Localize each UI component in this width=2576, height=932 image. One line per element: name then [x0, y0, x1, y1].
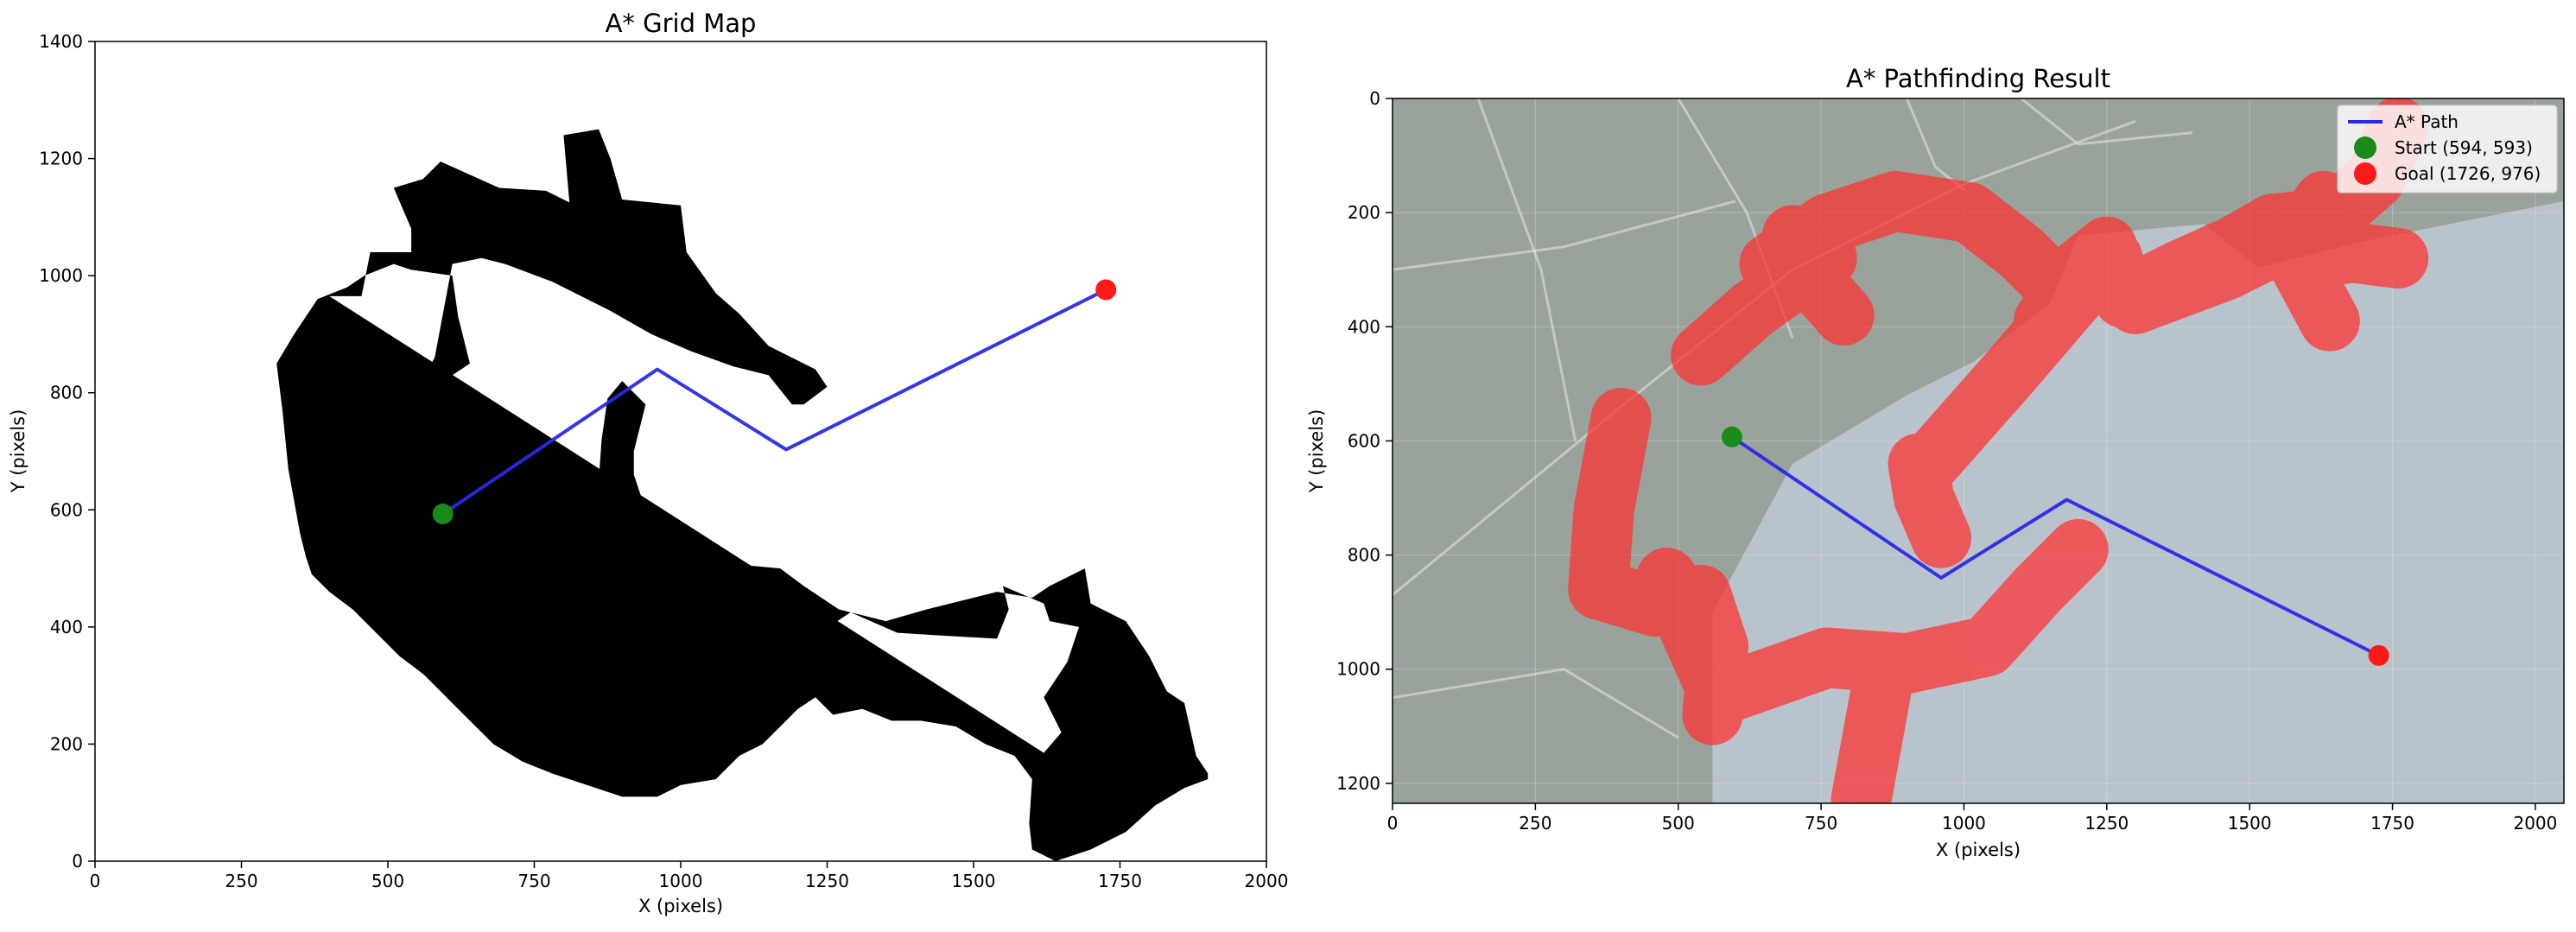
legend-start-swatch [2354, 136, 2376, 159]
grid-map-x-tick-label: 2000 [1245, 871, 1289, 891]
pathfinding-start-marker [1721, 426, 1742, 447]
pathfinding-y-tick-label: 400 [1348, 316, 1380, 337]
pathfinding-astar-path-line [1730, 435, 2380, 657]
obstacle-region [276, 129, 1209, 861]
grid-map-x-axis-label: X (pixels) [638, 896, 723, 916]
pathfinding-x-axis-label: X (pixels) [1936, 840, 2021, 860]
grid-map-y-axis-label: Y (pixels) [8, 409, 29, 494]
grid-map-y-tick-label: 400 [50, 617, 83, 637]
grid-map-goal-marker [1095, 279, 1117, 301]
legend: A* Path Start (594, 593) Goal (1726, 976… [2337, 105, 2558, 193]
obstacle-highlight-stroke [1636, 548, 1743, 711]
pathfinding-y-tick-label: 200 [1348, 202, 1380, 223]
obstacle-highlight-stroke [1762, 205, 1875, 346]
map-road [1476, 98, 1577, 441]
grid-map-x-tick-label: 250 [225, 871, 257, 891]
grid-map-x-tick-label: 1000 [659, 871, 703, 891]
pathfinding-y-tick-label: 1000 [1336, 659, 1380, 680]
legend-goal-label: Goal (1726, 976) [2395, 163, 2541, 184]
grid-map-y-tick-label: 1000 [39, 265, 83, 286]
grid-map-chart: 0 250 500 750 1000 1250 1500 1750 2000 0 200 400 60… [8, 9, 1288, 916]
grid-map-y-tick-label: 600 [50, 499, 83, 520]
grid-map-x-tick-label: 1750 [1098, 871, 1142, 891]
obstacle-highlight-stroke [1894, 228, 2143, 500]
legend-box [2337, 105, 2558, 193]
pathfinding-result-chart: 0 250 500 750 1000 1250 1500 1750 2000 0 200 400 60… [1306, 64, 2565, 860]
pathfinding-x-tick-label: 250 [1519, 813, 1551, 834]
grid-map-x-ticks: 0 250 500 750 1000 1250 1500 1750 2000 [90, 861, 1289, 891]
map-road [1393, 200, 1736, 271]
obstacle-highlight-stroke [2265, 170, 2355, 272]
grid-map-x-tick-label: 500 [371, 871, 404, 891]
legend-path-label: A* Path [2395, 111, 2459, 132]
grid-map-y-tick-label: 200 [50, 733, 83, 754]
pathfinding-x-ticks: 0 250 500 750 1000 1250 1500 1750 2000 [1387, 803, 2557, 834]
pathfinding-y-tick-label: 800 [1348, 545, 1380, 566]
grid-map-x-tick-label: 1250 [805, 871, 849, 891]
pathfinding-x-tick-label: 1750 [2370, 813, 2414, 834]
map-road [2020, 98, 2193, 146]
grid-map-y-ticks: 0 200 400 600 800 1000 1200 1400 [39, 31, 95, 872]
pathfinding-frame [1392, 98, 2565, 804]
obstacle-highlight-stroke [1830, 644, 1914, 803]
pathfinding-x-tick-label: 500 [1662, 813, 1695, 834]
pathfinding-y-tick-label: 600 [1348, 430, 1380, 451]
pathfinding-y-tick-label: 1200 [1336, 773, 1380, 794]
grid-map-x-tick-label: 750 [517, 871, 550, 891]
pathfinding-x-tick-label: 1250 [2084, 813, 2129, 834]
pathfinding-x-tick-label: 1000 [1942, 813, 1986, 834]
grid-map-x-tick-label: 0 [90, 871, 101, 891]
grid-map-series [432, 279, 1117, 525]
grid-map-y-tick-label: 1200 [39, 149, 83, 169]
pathfinding-x-tick-label: 750 [1805, 813, 1837, 834]
map-road [1393, 668, 1679, 739]
legend-goal-swatch [2354, 162, 2376, 185]
grid-map-start-marker [432, 504, 454, 525]
pathfinding-x-tick-label: 2000 [2513, 813, 2557, 834]
legend-start-label: Start (594, 593) [2395, 137, 2533, 158]
pathfinding-y-ticks: 0 200 400 600 800 1000 1200 [1336, 88, 1393, 794]
grid-map-y-tick-label: 1400 [39, 31, 83, 52]
pathfinding-x-tick-label: 1500 [2228, 813, 2272, 834]
grid-map-x-tick-label: 1500 [952, 871, 996, 891]
obstacle-highlight-stroke [1699, 518, 2109, 723]
grid-map-astar-path-line [441, 288, 1107, 516]
grid-map-y-tick-label: 800 [50, 383, 83, 403]
pathfinding-title: A* Pathfinding Result [1846, 64, 2110, 93]
grid-map-obstacles [276, 129, 1209, 861]
pathfinding-y-tick-label: 0 [1369, 88, 1380, 109]
pathfinding-y-axis-label: Y (pixels) [1306, 409, 1327, 494]
pathfinding-x-tick-label: 0 [1387, 813, 1399, 834]
grid-map-y-tick-label: 0 [72, 851, 83, 872]
pathfinding-series [1721, 426, 2389, 666]
grid-map-title: A* Grid Map [606, 9, 757, 38]
pathfinding-goal-marker [2368, 644, 2389, 666]
